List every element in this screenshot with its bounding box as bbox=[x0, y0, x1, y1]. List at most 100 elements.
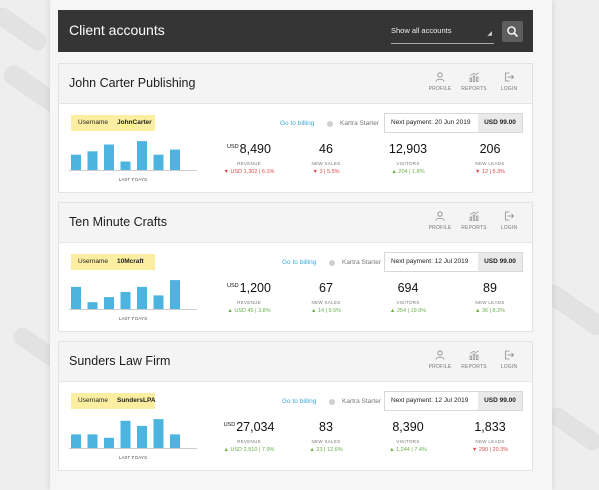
triangle-up-icon: ▲ bbox=[227, 308, 233, 314]
profile-label: PROFILE bbox=[428, 364, 452, 370]
profile-button[interactable]: PROFILE bbox=[423, 350, 457, 370]
new-leads-value: 89 bbox=[450, 281, 530, 297]
visitors-value: 12,903 bbox=[368, 142, 448, 158]
account-card-header: Sunders Law Firm PROFILE REPORTS LOGIN bbox=[59, 342, 532, 382]
go-to-billing-link[interactable]: Go to billing bbox=[282, 259, 317, 266]
visitors-metric: 8,390 VISITORS ▲ 1,244 | 7.4% bbox=[368, 420, 448, 453]
chart-bar bbox=[137, 286, 147, 309]
revenue-change: ▼ USD 1,302 | 6.1% bbox=[209, 169, 289, 175]
payment-amount: USD 99.00 bbox=[478, 114, 522, 132]
reports-label: REPORTS bbox=[461, 364, 487, 370]
revenue-label: REVENUE bbox=[237, 300, 261, 305]
chart-bar bbox=[87, 434, 98, 448]
login-button[interactable]: LOGIN bbox=[492, 350, 526, 370]
login-button[interactable]: LOGIN bbox=[492, 72, 526, 92]
chart-bar bbox=[170, 280, 180, 309]
chart-bar bbox=[153, 154, 164, 170]
payment-amount: USD 99.00 bbox=[478, 392, 522, 410]
chart-bar bbox=[71, 154, 81, 170]
reports-button[interactable]: REPORTS bbox=[457, 72, 491, 92]
visitors-value: 8,390 bbox=[368, 420, 448, 436]
reports-icon bbox=[457, 211, 491, 221]
username-value: JohnCarter bbox=[116, 119, 152, 126]
reports-button[interactable]: REPORTS bbox=[457, 211, 491, 231]
chart-bar bbox=[120, 420, 131, 448]
metric-number: 89 bbox=[483, 281, 497, 295]
profile-label: PROFILE bbox=[428, 86, 452, 92]
login-icon bbox=[492, 350, 526, 360]
new-leads-label: NEW LEADS bbox=[475, 439, 505, 444]
chart-period-suffix: DAYS bbox=[135, 316, 148, 321]
status-dot bbox=[329, 260, 335, 266]
revenue-value: USD8,490 bbox=[209, 142, 289, 158]
revenue-value: USD27,034 bbox=[209, 420, 289, 436]
revenue-change: ▲ USD 2,510 | 7.9% bbox=[209, 447, 289, 453]
next-payment-box: Next payment: 12 Jul 2019 USD 99.00 bbox=[384, 391, 523, 411]
reports-button[interactable]: REPORTS bbox=[457, 350, 491, 370]
chart-period-number: 7 bbox=[131, 177, 134, 182]
next-payment-box: Next payment: 12 Jul 2019 USD 99.00 bbox=[384, 252, 523, 272]
metric-number: 12,903 bbox=[388, 142, 428, 156]
account-card-header: John Carter Publishing PROFILE REPORTS LOGI… bbox=[59, 64, 532, 104]
profile-icon bbox=[423, 72, 457, 82]
metric-number: 8,490 bbox=[239, 142, 271, 156]
change-text: USD 45 | 3.8% bbox=[234, 308, 271, 314]
change-text: 23 | 12.6% bbox=[316, 447, 343, 453]
change-text: 1,244 | 7.4% bbox=[396, 447, 427, 453]
status-dot bbox=[327, 121, 333, 127]
profile-button[interactable]: PROFILE bbox=[423, 211, 457, 231]
chart-period-prefix: LAST bbox=[118, 177, 131, 182]
chart-bar bbox=[170, 149, 180, 170]
chart-period-prefix: LAST bbox=[118, 316, 131, 321]
metric-number: 1,833 bbox=[474, 420, 506, 434]
search-icon bbox=[507, 26, 518, 37]
profile-button[interactable]: PROFILE bbox=[423, 72, 457, 92]
currency-label: USD bbox=[227, 144, 239, 150]
chart-period-number: 7 bbox=[131, 455, 134, 460]
new-leads-value: 206 bbox=[450, 142, 530, 158]
chart-period-label: LAST 7 DAYS bbox=[69, 316, 197, 321]
account-card-header: Ten Minute Crafts PROFILE REPORTS LOGIN bbox=[59, 203, 532, 243]
search-button[interactable] bbox=[502, 21, 523, 42]
account-card: John Carter Publishing PROFILE REPORTS LOGI… bbox=[58, 63, 533, 193]
reports-icon bbox=[457, 72, 491, 82]
sparkline-bar-chart bbox=[69, 141, 197, 171]
new-leads-change: ▲ 36 | 8.2% bbox=[450, 308, 530, 314]
account-filter-select[interactable]: Show all accounts ◢ bbox=[391, 24, 494, 44]
username-badge: Username 10Mcraft bbox=[71, 254, 155, 270]
login-label: LOGIN bbox=[500, 225, 518, 231]
account-card: Sunders Law Firm PROFILE REPORTS LOGIN Usern… bbox=[58, 341, 533, 471]
new-sales-label: NEW SALES bbox=[311, 439, 341, 444]
plan-name: Kartra Starter bbox=[340, 120, 380, 127]
chart-bar bbox=[104, 437, 114, 448]
chart-period-number: 7 bbox=[131, 316, 134, 321]
new-sales-change: ▲ 14 | 9.5% bbox=[286, 308, 366, 314]
new-leads-change: ▼ 12 | 5.3% bbox=[450, 169, 530, 175]
metric-number: 27,034 bbox=[236, 420, 275, 434]
new-leads-change: ▼ 290 | 20.3% bbox=[450, 447, 530, 453]
login-icon bbox=[492, 72, 526, 82]
profile-icon bbox=[423, 211, 457, 221]
login-icon bbox=[492, 211, 526, 221]
sparkline-bar-chart bbox=[69, 280, 197, 310]
profile-label: PROFILE bbox=[428, 225, 452, 231]
triangle-down-icon: ▼ bbox=[312, 169, 318, 175]
currency-label: USD bbox=[227, 283, 239, 289]
new-sales-value: 46 bbox=[286, 142, 366, 158]
login-button[interactable]: LOGIN bbox=[492, 211, 526, 231]
reports-label: REPORTS bbox=[461, 225, 487, 231]
username-badge: Username JohnCarter bbox=[71, 115, 155, 131]
page-title: Client accounts bbox=[69, 22, 165, 38]
chart-bar bbox=[170, 434, 180, 448]
chart-period-label: LAST 7 DAYS bbox=[69, 177, 197, 182]
metric-number: 83 bbox=[319, 420, 333, 434]
next-payment-text: Next payment: 12 Jul 2019 bbox=[391, 397, 469, 404]
new-sales-metric: 83 NEW SALES ▲ 23 | 12.6% bbox=[286, 420, 366, 453]
new-sales-change: ▼ 3 | 5.5% bbox=[286, 169, 366, 175]
go-to-billing-link[interactable]: Go to billing bbox=[282, 398, 317, 405]
profile-icon bbox=[423, 350, 457, 360]
chart-bar bbox=[137, 425, 147, 448]
go-to-billing-link[interactable]: Go to billing bbox=[280, 120, 315, 127]
revenue-value: USD1,200 bbox=[209, 281, 289, 297]
new-sales-label: NEW SALES bbox=[311, 300, 341, 305]
